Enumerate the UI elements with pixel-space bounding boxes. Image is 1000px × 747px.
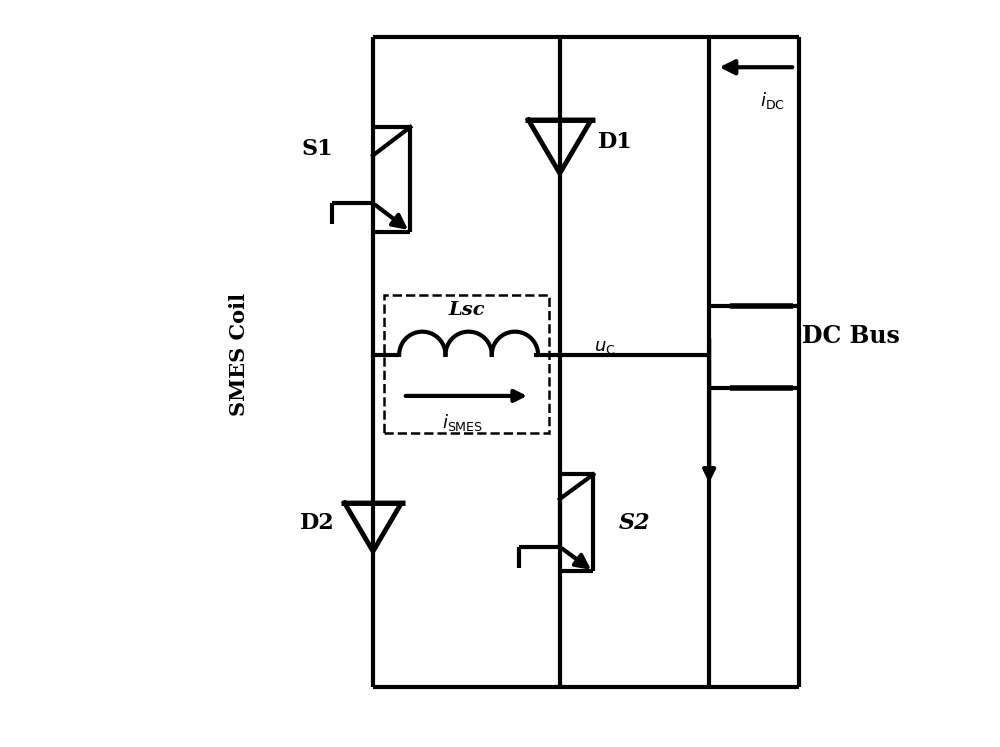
Text: SMES Coil: SMES Coil (229, 294, 249, 416)
Text: $i_{\mathrm{DC}}$: $i_{\mathrm{DC}}$ (760, 90, 785, 111)
Text: S2: S2 (619, 512, 650, 534)
Text: D2: D2 (300, 512, 334, 534)
Text: Lsc: Lsc (448, 301, 485, 319)
Text: $i_{\mathrm{SMES}}$: $i_{\mathrm{SMES}}$ (442, 412, 483, 433)
Bar (384, 295, 549, 433)
Text: $u_{\mathrm{C}}$: $u_{\mathrm{C}}$ (594, 338, 615, 356)
Text: D1: D1 (598, 131, 633, 153)
Text: S1: S1 (301, 138, 333, 161)
Text: DC Bus: DC Bus (802, 324, 900, 348)
